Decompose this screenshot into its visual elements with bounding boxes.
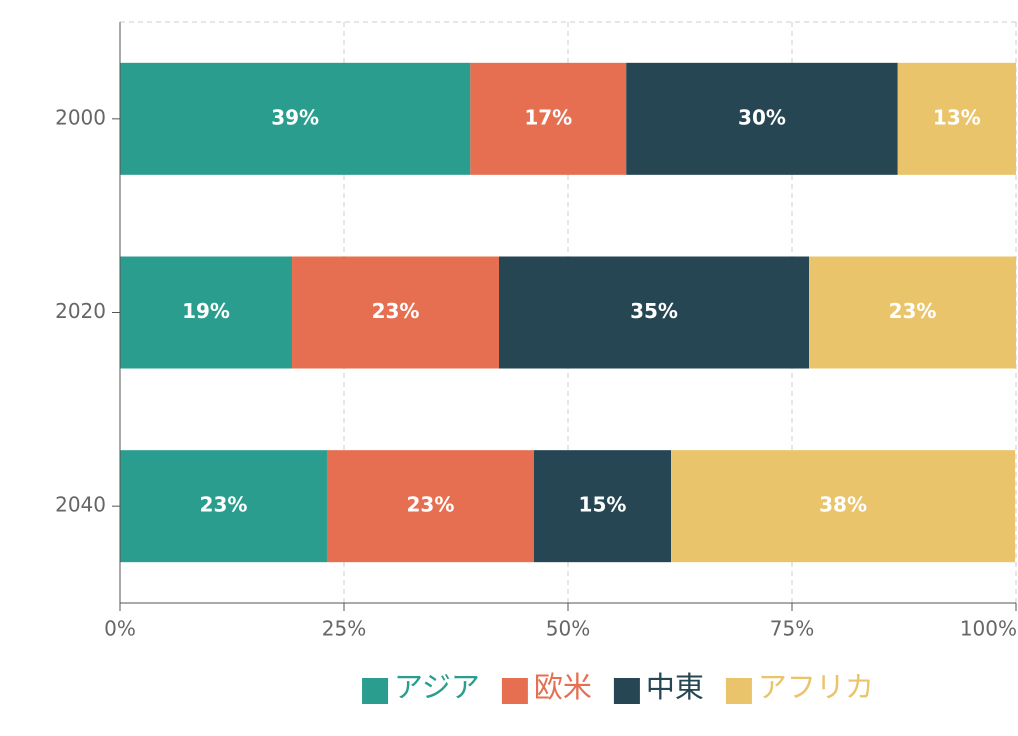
data-label: 30%	[738, 105, 786, 129]
data-label: 38%	[819, 493, 867, 517]
bar-segment	[120, 62, 471, 175]
x-tick-label: 0%	[104, 617, 136, 641]
bar-segment	[671, 450, 1016, 563]
bar-segment	[809, 256, 1016, 369]
x-tick-label: 25%	[322, 617, 366, 641]
legend-label: アフリカ	[758, 670, 874, 704]
legend-label: 欧米	[534, 670, 592, 704]
bar-segment	[470, 62, 627, 175]
data-label: 35%	[630, 299, 678, 323]
bar-segment	[897, 62, 1016, 175]
bar-segment	[326, 450, 534, 563]
x-tick-label: 50%	[546, 617, 590, 641]
x-tick-label: 75%	[770, 617, 814, 641]
legend-swatch	[501, 678, 528, 704]
data-label: 23%	[889, 299, 937, 323]
bar-segment	[499, 256, 810, 369]
data-label: 23%	[407, 493, 455, 517]
data-label: 23%	[372, 299, 420, 323]
y-tick-label: 2040	[55, 493, 106, 517]
bar-segment	[533, 450, 672, 563]
data-label: 15%	[579, 493, 627, 517]
data-label: 23%	[200, 493, 248, 517]
data-label: 17%	[524, 105, 572, 129]
y-tick-label: 2000	[55, 105, 106, 129]
legend-swatch	[613, 678, 640, 704]
y-tick-label: 2020	[55, 299, 106, 323]
data-label: 39%	[271, 105, 319, 129]
x-tick-label: 100%	[960, 617, 1017, 641]
bar-segment	[120, 256, 293, 369]
legend-swatch	[362, 678, 389, 704]
data-label: 13%	[933, 105, 981, 129]
bar-segment	[292, 256, 500, 369]
legend-label: 中東	[646, 670, 704, 704]
legend-swatch	[725, 678, 752, 704]
data-label: 19%	[182, 299, 230, 323]
bar-segment	[120, 450, 327, 563]
legend-label: アジア	[394, 670, 480, 704]
bar-segment	[626, 62, 898, 175]
